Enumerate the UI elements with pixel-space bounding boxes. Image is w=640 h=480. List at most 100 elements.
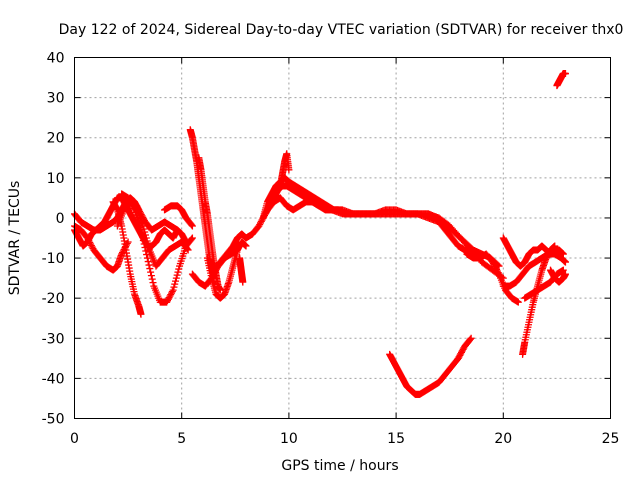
data-point [139, 237, 147, 245]
series-track-19 [463, 250, 522, 306]
data-point [127, 200, 135, 208]
data-point [457, 350, 465, 358]
data-point [239, 278, 247, 286]
x-tick-label: 0 [70, 431, 79, 447]
data-point [458, 347, 466, 355]
data-point [455, 353, 463, 361]
data-point [144, 258, 152, 266]
data-point [456, 351, 464, 359]
series-track-25 [553, 70, 569, 90]
data-point [170, 283, 178, 291]
data-point [491, 263, 499, 271]
data-point [166, 292, 174, 300]
data-point [137, 226, 145, 234]
data-point [163, 298, 171, 306]
data-point [164, 295, 172, 303]
grid-lines [74, 57, 611, 419]
y-tick-label: 30 [47, 91, 65, 107]
x-tick-label: 10 [280, 431, 298, 447]
data-point [188, 221, 196, 229]
data-point [454, 354, 462, 362]
y-tick-labels: -50 -40 -30 -20 -10 0 10 20 30 40 [42, 51, 65, 428]
data-point [124, 194, 132, 202]
data-point [118, 250, 126, 258]
x-tick-label: 5 [177, 431, 186, 447]
data-point [172, 277, 180, 285]
data-point [127, 198, 135, 206]
series-track-7 [161, 202, 196, 230]
data-points [71, 70, 569, 398]
y-tick-label: -10 [42, 251, 65, 267]
data-point [87, 242, 95, 250]
series-track-6 [118, 190, 196, 306]
series-track-4 [109, 198, 145, 318]
data-point [255, 222, 263, 230]
data-point [86, 239, 94, 247]
data-point [493, 267, 501, 275]
x-tick-label: 20 [494, 431, 512, 447]
series-track-16 [276, 150, 293, 190]
series-track-13 [236, 254, 247, 286]
data-point [494, 269, 502, 277]
data-point [459, 345, 467, 353]
data-point [83, 234, 91, 242]
data-point [147, 272, 155, 280]
data-point [466, 335, 474, 343]
y-tick-label: 10 [47, 171, 65, 187]
data-point [561, 270, 569, 278]
data-point [167, 291, 175, 299]
data-point [559, 266, 567, 274]
data-point [139, 233, 147, 241]
data-point [126, 197, 134, 205]
data-point [257, 217, 265, 225]
data-point [87, 240, 95, 248]
y-tick-label: -30 [42, 331, 65, 347]
series-track-18 [386, 334, 475, 398]
data-point [173, 226, 181, 234]
data-point [561, 70, 569, 78]
data-point [188, 222, 196, 230]
chart-title: Day 122 of 2024, Sidereal Day-to-day VTE… [59, 22, 624, 38]
data-point [256, 219, 264, 227]
data-point [84, 236, 92, 244]
data-point [147, 268, 155, 276]
data-point [173, 271, 181, 279]
data-point [146, 265, 154, 273]
x-tick-label: 25 [602, 431, 620, 447]
data-point [137, 310, 145, 318]
data-point [285, 166, 293, 174]
x-tick-label: 15 [387, 431, 405, 447]
series-track-11 [203, 238, 250, 302]
data-point [188, 235, 196, 243]
data-point [168, 289, 176, 297]
series-track-17 [263, 194, 507, 282]
data-point [148, 275, 156, 283]
plot-frame [74, 57, 611, 419]
data-point [514, 298, 522, 306]
y-tick-label: -50 [42, 412, 65, 428]
data-point [551, 242, 559, 250]
data-point [128, 201, 136, 209]
y-tick-label: -20 [42, 291, 65, 307]
y-tick-label: 40 [47, 51, 65, 67]
data-point [143, 254, 151, 262]
data-point [140, 240, 148, 248]
data-point [125, 195, 133, 203]
data-point [467, 334, 475, 342]
data-point [163, 297, 171, 305]
data-point [141, 244, 149, 252]
data-point [145, 261, 153, 269]
data-point [493, 266, 501, 274]
data-point [492, 264, 500, 272]
y-tick-label: 20 [47, 131, 65, 147]
data-point [490, 261, 498, 269]
data-point [169, 286, 177, 294]
data-point [130, 204, 138, 212]
data-point [143, 251, 151, 259]
x-tick-labels: 0 5 10 15 20 25 [70, 431, 619, 447]
data-point [489, 258, 497, 266]
data-point [561, 258, 569, 266]
data-point [149, 279, 157, 287]
data-point [165, 294, 173, 302]
